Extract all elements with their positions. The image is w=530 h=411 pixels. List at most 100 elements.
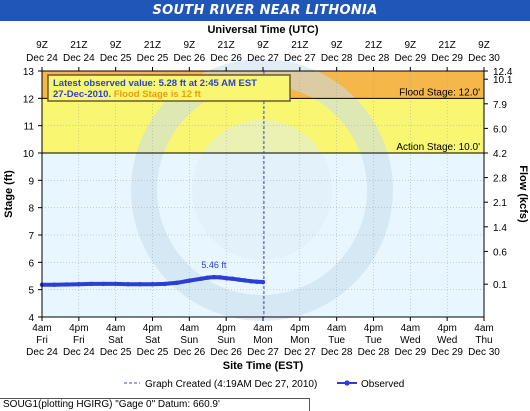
top-tick-time: 9Z — [36, 40, 48, 51]
observed-point — [217, 275, 223, 280]
peak-label: 5.46 ft — [201, 260, 227, 270]
bottom-tick-day: Sat — [145, 335, 160, 346]
bottom-tick-time: 4am — [474, 323, 493, 334]
bottom-tick-date: Dec 27 — [284, 347, 316, 358]
top-tick-date: Dec 28 — [321, 53, 353, 64]
latest-value-date: 27-Dec-2010. Flood Stage is 12 ft — [53, 89, 202, 100]
top-axis-title: Universal Time (UTC) — [207, 24, 318, 36]
bottom-tick-day: Mon — [253, 335, 272, 346]
bottom-tick-time: 4pm — [364, 323, 383, 334]
bottom-axis-title: Site Time (EST) — [223, 360, 304, 372]
latest-value-text: Latest observed value: 5.28 ft at 2:45 A… — [53, 78, 257, 89]
left-tick-label: 10 — [23, 149, 35, 160]
observed-point — [101, 281, 106, 287]
observed-point — [187, 278, 192, 283]
right-tick-label: 4.2 — [493, 149, 507, 160]
top-tick-time: 21Z — [291, 40, 308, 51]
observed-point — [150, 282, 155, 287]
right-tick-label: 0.1 — [493, 280, 507, 291]
left-axis-title: Stage (ft) — [3, 170, 15, 218]
top-tick-time: 21Z — [365, 40, 382, 51]
bottom-tick-time: 4am — [32, 323, 51, 334]
bottom-tick-date: Dec 26 — [210, 347, 242, 358]
top-tick-time: 21Z — [218, 40, 235, 51]
bottom-tick-day: Sun — [217, 335, 235, 346]
bottom-tick-day: Thu — [475, 335, 492, 346]
right-tick-label: 1.4 — [493, 223, 507, 234]
right-tick-label: 2.8 — [493, 174, 507, 185]
observed-point — [223, 275, 229, 281]
top-tick-time: 21Z — [70, 40, 87, 51]
top-tick-date: Dec 24 — [63, 53, 95, 64]
left-tick-label: 6 — [28, 258, 34, 269]
bottom-tick-date: Dec 28 — [358, 347, 390, 358]
top-tick-date: Dec 27 — [284, 53, 316, 64]
right-tick-label: 6.0 — [493, 124, 507, 135]
latest-value-box — [47, 74, 291, 102]
top-tick-time: 9Z — [478, 40, 490, 51]
bottom-tick-day: Wed — [400, 335, 420, 346]
top-tick-date: Dec 26 — [210, 53, 242, 64]
left-tick-label: 13 — [23, 67, 35, 78]
observed-point — [64, 282, 69, 287]
flood-stage-label: Flood Stage: 12.0' — [399, 87, 480, 98]
top-tick-date: Dec 25 — [100, 53, 132, 64]
bottom-tick-date: Dec 27 — [247, 347, 279, 358]
top-tick-time: 9Z — [110, 40, 122, 51]
left-tick-label: 9 — [28, 176, 34, 187]
top-tick-time: 9Z — [404, 40, 416, 51]
observed-point — [230, 276, 235, 281]
top-tick-time: 21Z — [144, 40, 161, 51]
right-axis-title: Flow (kcfs) — [517, 165, 529, 223]
top-tick-time: 9Z — [183, 40, 195, 51]
footer-datum: SOUG1(plotting HGIRG) "Gage 0" Datum: 66… — [0, 398, 310, 411]
observed-point — [254, 279, 260, 284]
top-tick-date: Dec 27 — [247, 53, 279, 64]
bottom-tick-time: 4pm — [290, 323, 309, 334]
legend-created-label: Graph Created (4:19AM Dec 27, 2010) — [145, 379, 317, 390]
top-tick-date: Dec 30 — [468, 53, 500, 64]
observed-point — [138, 282, 143, 287]
observed-point — [248, 278, 253, 284]
observed-point — [162, 281, 167, 287]
right-tick-label: 0.6 — [493, 247, 507, 258]
observed-point — [242, 278, 247, 283]
left-tick-label: 7 — [28, 231, 34, 242]
bottom-tick-day: Tue — [328, 335, 345, 346]
right-tick-label: 2.1 — [493, 198, 507, 209]
observed-point — [76, 282, 82, 287]
bottom-tick-time: 4pm — [216, 323, 235, 334]
bottom-tick-time: 4am — [327, 323, 346, 334]
top-tick-time: 9Z — [331, 40, 343, 51]
observed-point — [236, 277, 241, 282]
observed-point — [174, 280, 180, 286]
latest-value-date-text: 27-Dec-2010. — [53, 89, 114, 100]
legend-observed-label: Observed — [361, 379, 404, 390]
left-tick-label: 4 — [28, 313, 34, 324]
bottom-tick-date: Dec 25 — [100, 347, 132, 358]
top-tick-date: Dec 26 — [173, 53, 205, 64]
bottom-tick-time: 4am — [253, 323, 272, 334]
bottom-tick-date: Dec 29 — [394, 347, 426, 358]
left-tick-label: 8 — [28, 204, 34, 215]
top-tick-time: 21Z — [439, 40, 456, 51]
bottom-tick-day: Mon — [290, 335, 309, 346]
top-tick-date: Dec 24 — [26, 53, 58, 64]
flood-stage-note: Flood Stage is 12 ft — [114, 89, 202, 100]
bottom-tick-date: Dec 24 — [26, 347, 58, 358]
right-tick-label: 12.4 — [493, 67, 513, 78]
legend-observed-marker — [344, 380, 350, 386]
watermark-ring — [131, 59, 393, 321]
bottom-tick-day: Wed — [437, 335, 457, 346]
observed-point — [205, 275, 210, 280]
bottom-tick-date: Dec 29 — [431, 347, 463, 358]
bottom-tick-date: Dec 28 — [321, 347, 353, 358]
bottom-tick-time: 4pm — [69, 323, 88, 334]
bottom-tick-day: Tue — [365, 335, 382, 346]
left-tick-label: 11 — [24, 122, 35, 133]
bottom-tick-day: Fri — [73, 335, 85, 346]
top-tick-date: Dec 29 — [431, 53, 463, 64]
bottom-tick-time: 4pm — [143, 323, 162, 334]
left-tick-label: 12 — [23, 94, 35, 105]
